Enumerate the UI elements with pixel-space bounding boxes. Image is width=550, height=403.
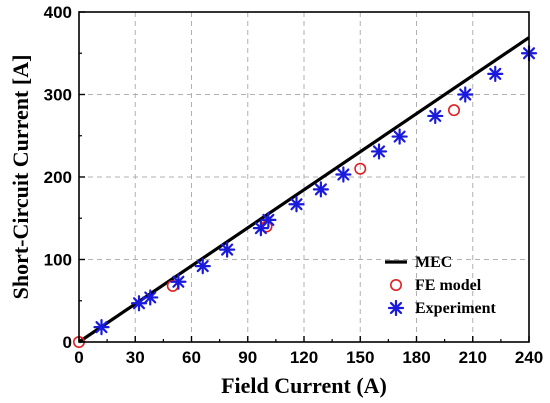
legend-label: FE model <box>415 277 482 294</box>
x-tick-label: 240 <box>515 348 543 367</box>
y-tick-label: 0 <box>63 333 72 352</box>
legend-label: Experiment <box>415 300 497 317</box>
experiment-point <box>252 220 269 237</box>
legend-experiment-swatch <box>387 299 405 317</box>
fe-model-point <box>354 162 367 175</box>
grid <box>79 12 529 342</box>
x-tick-label: 60 <box>182 348 201 367</box>
experiment-point <box>487 65 504 82</box>
y-tick-label: 100 <box>44 251 72 270</box>
experiment-point <box>427 107 444 125</box>
x-tick-label: 120 <box>290 348 318 367</box>
legend: MEC FE model Experiment <box>385 254 497 317</box>
x-tick-label: 30 <box>126 348 145 367</box>
experiment-point <box>219 241 236 258</box>
y-tick-label: 300 <box>44 86 72 105</box>
y-tick-label: 400 <box>44 3 72 22</box>
x-tick-label: 90 <box>238 348 257 367</box>
mec-line <box>78 36 530 344</box>
experiment-point <box>335 166 352 183</box>
x-tick-label: 180 <box>402 348 430 367</box>
x-axis-label: Field Current (A) <box>221 373 387 398</box>
legend-label: MEC <box>415 254 452 271</box>
x-tick-label: 150 <box>346 348 374 367</box>
experiment-point <box>93 319 110 336</box>
experiment-point <box>142 289 159 306</box>
legend-fe-model-swatch <box>389 278 402 291</box>
axes: 0 30 60 90 120 150 180 210 240 0 100 200 300 400 <box>44 3 544 367</box>
experiment-point <box>194 258 211 275</box>
experiment-point <box>260 211 277 228</box>
y-axis-label: Short-Circuit Current [A] <box>8 55 33 300</box>
experiment-point <box>288 196 305 213</box>
experiment-point <box>457 86 474 103</box>
experiment-point <box>170 273 187 290</box>
experiment-point <box>312 181 329 198</box>
experiment-point <box>391 128 408 145</box>
experiment-point <box>370 143 388 160</box>
experiment-point <box>130 295 148 312</box>
y-tick-label: 200 <box>44 168 72 187</box>
fe-model-point <box>447 104 460 117</box>
x-tick-label: 210 <box>459 348 487 367</box>
x-tick-label: 0 <box>74 348 83 367</box>
plot-area <box>73 36 538 348</box>
